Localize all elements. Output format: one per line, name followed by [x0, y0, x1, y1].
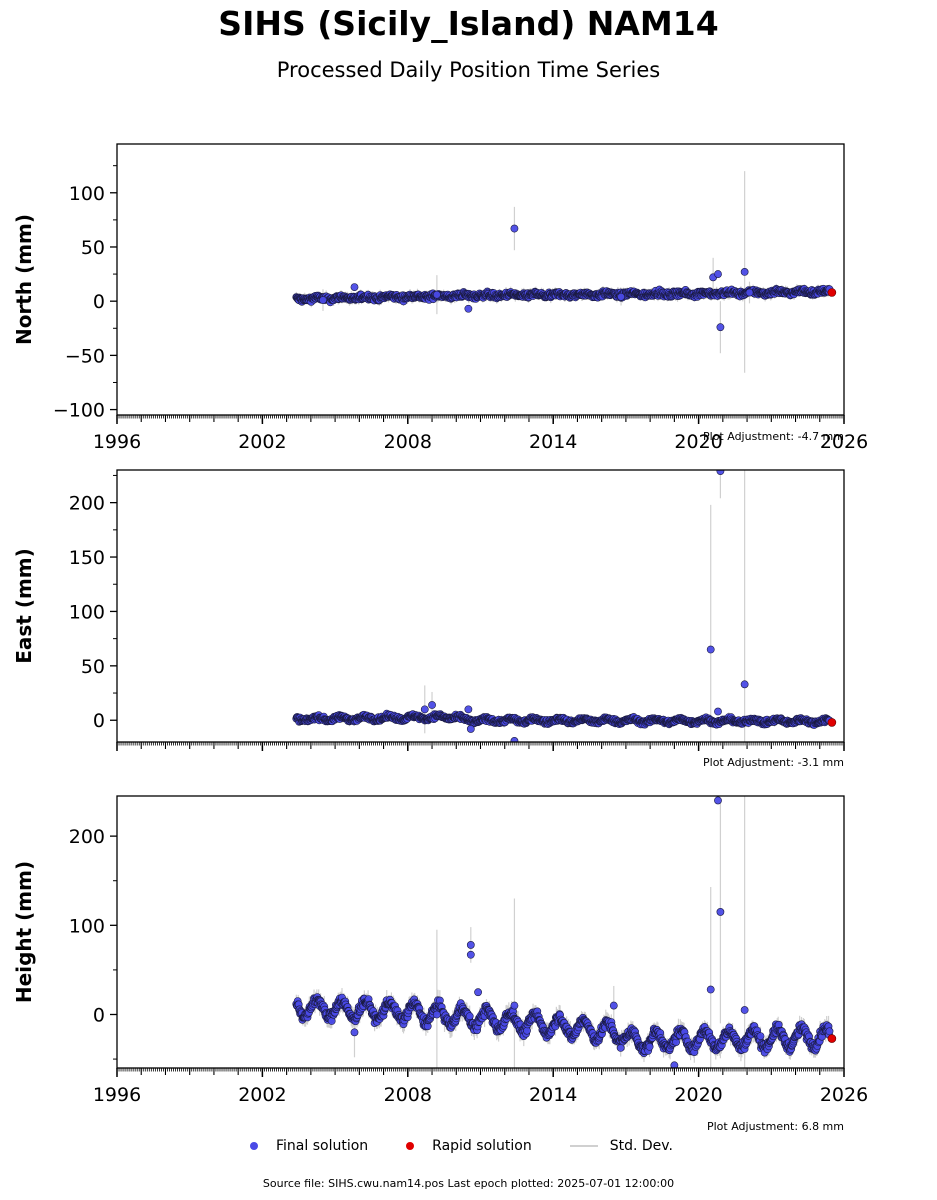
- data-point: [745, 288, 754, 297]
- x-tick-label: 2008: [384, 431, 432, 453]
- y-tick-label: 50: [81, 237, 105, 259]
- y-tick-label: 100: [69, 601, 105, 623]
- y-tick-label: 0: [93, 710, 105, 732]
- y-tick-label: 150: [69, 547, 105, 569]
- y-tick-label: −50: [65, 345, 105, 367]
- final-solution-points: [292, 224, 834, 332]
- data-point: [510, 224, 519, 233]
- y-tick-label: 50: [81, 656, 105, 678]
- panel-north: −100 −50 0 50 100 1996 2002 2008 2014 2020 2026 Nor…: [12, 143, 868, 453]
- x-tick-label: 2014: [529, 431, 577, 453]
- data-point: [464, 304, 473, 313]
- final-solution-points: [292, 796, 834, 1068]
- x-tick-label: 2026: [820, 431, 868, 453]
- x-tick-label: 2002: [238, 431, 286, 453]
- data-point: [319, 296, 327, 304]
- data-point: [617, 292, 625, 301]
- data-point: [714, 707, 722, 716]
- data-point: [714, 270, 722, 278]
- data-point: [740, 268, 749, 276]
- y-tick-label: 0: [93, 291, 105, 313]
- plot-adjustment-label: Plot Adjustment: -4.7 mm: [703, 430, 844, 443]
- x-tick-label: 2020: [674, 431, 722, 453]
- y-tick-label: −100: [53, 400, 105, 422]
- data-point: [466, 725, 475, 733]
- data-point: [464, 705, 473, 714]
- plot-area: [292, 470, 837, 742]
- final-solution-points: [292, 470, 834, 742]
- std-dev-bars: [295, 171, 831, 373]
- rapid-solution-point: [827, 288, 837, 297]
- chart-title: SIHS (Sicily_Island) NAM14: [218, 4, 719, 43]
- std-dev-bars: [295, 470, 831, 742]
- data-point: [716, 323, 725, 332]
- y-axis-label: East (mm): [12, 548, 36, 664]
- y-tick-label: 200: [69, 493, 105, 515]
- data-point: [706, 645, 715, 654]
- plot-area: [292, 796, 837, 1068]
- y-axis-label: North (mm): [12, 214, 36, 345]
- data-point: [420, 705, 429, 714]
- chart-subtitle: Processed Daily Position Time Series: [276, 58, 661, 82]
- data-point: [350, 283, 359, 291]
- panel-east: 0 50 100 150 200 East (mm) Plot Adjustment: -3…: [12, 469, 845, 769]
- y-tick-label: 100: [69, 183, 105, 205]
- data-point: [432, 290, 441, 299]
- x-tick-label: 1996: [93, 431, 141, 453]
- data-point: [428, 701, 436, 709]
- plot-area: [292, 171, 837, 373]
- data-point: [740, 680, 749, 689]
- data-point: [716, 470, 725, 475]
- plot-adjustment-label: Plot Adjustment: -3.1 mm: [703, 756, 844, 769]
- data-point: [510, 737, 519, 742]
- axes-frame: [116, 469, 845, 743]
- axes-frame: [116, 143, 845, 416]
- rapid-solution-point: [827, 718, 837, 727]
